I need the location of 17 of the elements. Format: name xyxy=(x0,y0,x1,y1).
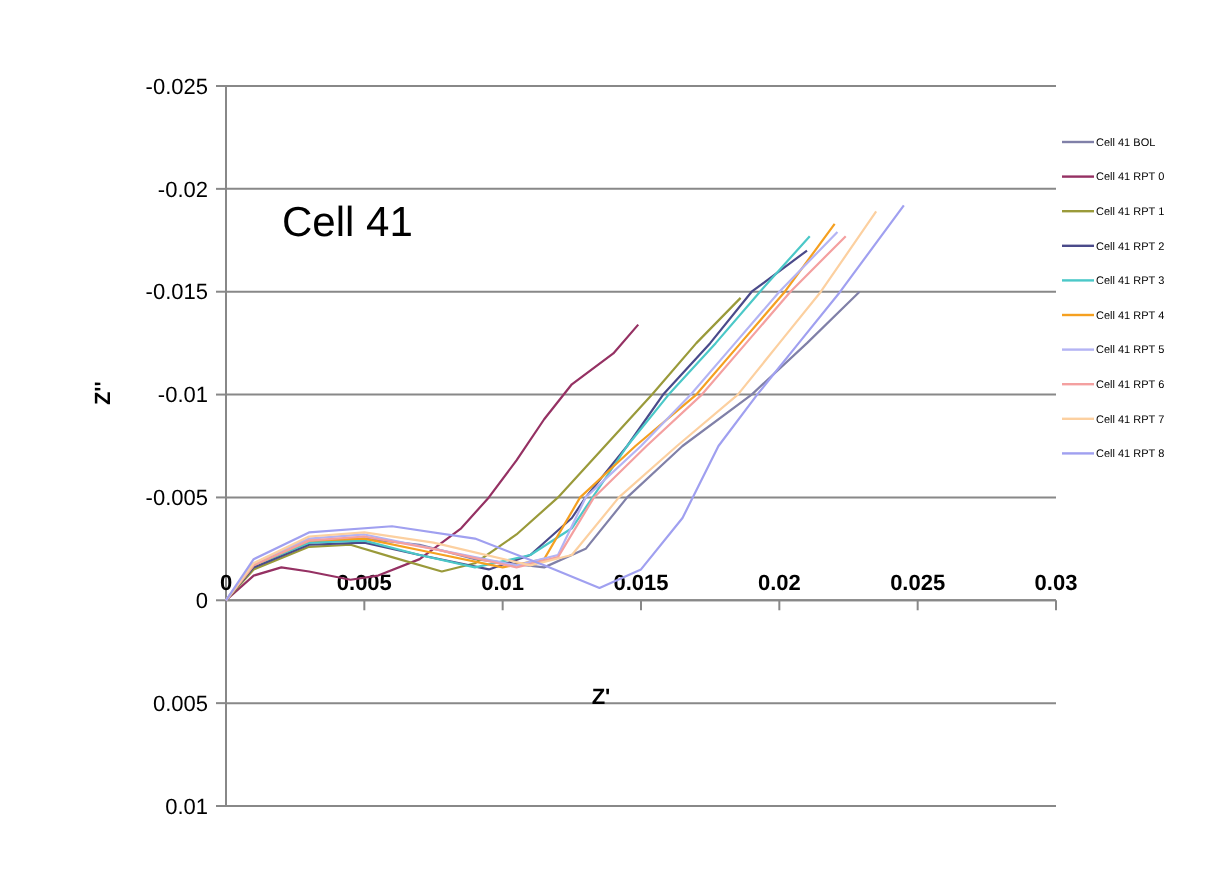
y-tick-label: -0.01 xyxy=(157,384,208,409)
y-tick-label: -0.025 xyxy=(145,75,208,100)
y-tick-label: 0.01 xyxy=(165,795,208,820)
x-tick-label: 0.01 xyxy=(481,572,525,597)
x-tick-label: 0.015 xyxy=(613,572,669,597)
x-tick-label: 0.03 xyxy=(1034,572,1078,597)
y-axis-title: Z'' xyxy=(92,380,116,406)
y-tick-label: -0.02 xyxy=(157,178,208,203)
x-tick-label: 0.02 xyxy=(757,572,801,597)
y-tick-label: -0.005 xyxy=(145,487,208,512)
annotation: Cell 41 xyxy=(282,200,413,246)
y-tick-label: -0.015 xyxy=(145,281,208,306)
x-axis-title: Z' xyxy=(591,686,612,711)
y-tick-label: 0.005 xyxy=(152,692,208,717)
y-tick-label: 0 xyxy=(195,589,208,614)
x-tick-label: 0 xyxy=(219,572,233,597)
x-tick-label: 0.025 xyxy=(890,572,946,597)
